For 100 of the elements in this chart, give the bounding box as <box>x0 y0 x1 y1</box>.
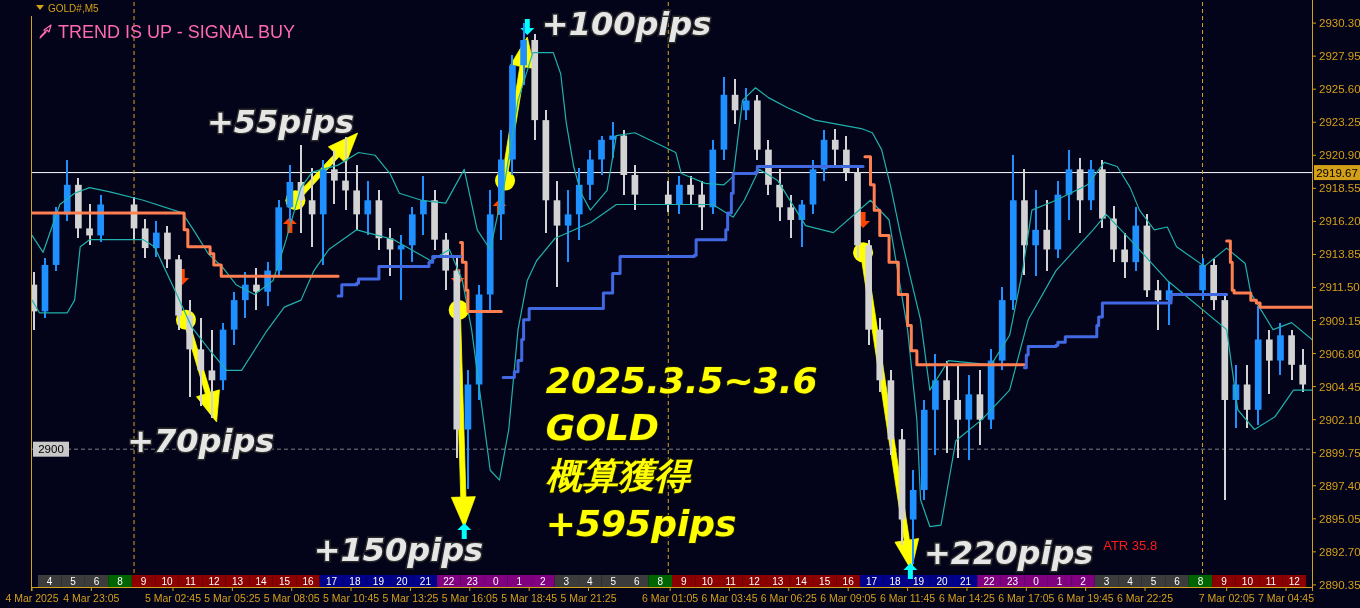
x-tick-label: 5 Mar 13:25 <box>382 592 439 604</box>
hour-label: 4 <box>46 575 53 587</box>
annotation: +100pips <box>541 5 712 43</box>
hour-label: 10 <box>161 575 173 587</box>
hour-label: 15 <box>819 575 831 587</box>
x-tick-label: 6 Mar 17:05 <box>998 592 1055 604</box>
hour-label: 2 <box>540 575 546 587</box>
hour-label: 10 <box>701 575 713 587</box>
y-tick-label: 2920.90 <box>1319 149 1360 162</box>
hour-label: 16 <box>842 575 854 587</box>
annotation: +220pips <box>924 534 1094 572</box>
hour-label: 14 <box>255 575 267 587</box>
hour-label: 2 <box>1080 575 1086 587</box>
x-tick-label: 6 Mar 03:45 <box>701 592 758 604</box>
hour-label: 8 <box>1197 575 1204 587</box>
hour-label: 5 <box>1150 575 1157 587</box>
hour-label: 11 <box>1265 575 1277 587</box>
y-tick-label: 2899.75 <box>1319 446 1360 459</box>
y-tick-label: 2897.40 <box>1319 479 1360 492</box>
y-tick-label: 2930.30 <box>1319 17 1360 30</box>
hour-label: 4 <box>1127 575 1133 587</box>
annotation: +70pips <box>127 422 275 460</box>
hour-label: 10 <box>1241 575 1253 587</box>
y-tick-label: 2892.70 <box>1319 545 1360 558</box>
hour-label: 23 <box>466 575 478 587</box>
hour-label: 18 <box>349 575 361 587</box>
hour-label: 21 <box>960 575 972 587</box>
hour-label: 12 <box>208 575 220 587</box>
hour-label: 0 <box>493 575 499 587</box>
hour-label: 6 <box>93 575 100 587</box>
annotation: GOLD <box>545 407 659 449</box>
hour-label: 9 <box>140 575 147 587</box>
annotation: +595pips <box>545 502 737 544</box>
y-tick-label: 2890.35 <box>1319 578 1360 591</box>
hour-label: 4 <box>587 575 593 587</box>
hour-label: 3 <box>1103 575 1110 587</box>
hour-label: 22 <box>443 575 455 587</box>
x-tick-label: 7 Mar 04:45 <box>1258 592 1315 604</box>
hour-label: 1 <box>516 575 523 587</box>
hour-label: 13 <box>231 575 244 587</box>
y-tick-label: 2902.10 <box>1319 413 1360 426</box>
hour-label: 22 <box>983 575 995 587</box>
x-tick-label: 5 Mar 16:05 <box>441 592 498 604</box>
annotation: 2025.3.5~3.6 <box>545 359 818 401</box>
hour-label: 16 <box>302 575 314 587</box>
x-tick-label: 5 Mar 02:45 <box>144 592 201 604</box>
y-tick-label: 2904.45 <box>1319 380 1360 393</box>
hour-label: 11 <box>725 575 736 587</box>
hour-label: 23 <box>1007 575 1019 587</box>
y-tick-label: 2913.85 <box>1319 248 1360 261</box>
y-tick-label: 2918.55 <box>1319 182 1360 195</box>
y-tick-label: 2927.95 <box>1319 50 1360 63</box>
x-tick-label: 6 Mar 06:25 <box>760 592 817 604</box>
hour-label: 20 <box>936 575 948 587</box>
y-tick-label: 2925.60 <box>1319 83 1360 96</box>
y-tick-label: 2923.25 <box>1319 116 1360 129</box>
x-tick-label: 5 Mar 10:45 <box>323 592 380 604</box>
hour-label: 1 <box>1056 575 1063 587</box>
x-tick-label: 7 Mar 02:05 <box>1198 592 1255 604</box>
x-tick-label: 4 Mar 23:05 <box>63 592 120 604</box>
hour-label: 8 <box>117 575 123 587</box>
x-tick-label: 6 Mar 01:05 <box>642 592 699 604</box>
annotation: +55pips <box>207 103 355 141</box>
x-tick-label: 5 Mar 18:45 <box>501 592 558 604</box>
y-tick-label: 2911.50 <box>1319 281 1360 294</box>
y-tick-label: 2906.80 <box>1319 347 1360 360</box>
y-tick-label: 2916.20 <box>1319 215 1360 228</box>
ref-label: 2919.67 <box>1314 165 1360 181</box>
hour-label: 17 <box>325 575 337 587</box>
y-tick-label: 2909.15 <box>1319 314 1360 327</box>
hour-label: 0 <box>1033 575 1039 587</box>
x-tick-label: 6 Mar 19:45 <box>1057 592 1114 604</box>
hour-label: 13 <box>772 575 784 587</box>
x-tick-label: 6 Mar 11:45 <box>879 592 936 604</box>
x-tick-label: 6 Mar 14:25 <box>938 592 995 604</box>
hour-label: 5 <box>70 575 76 587</box>
hour-label: 11 <box>185 575 196 587</box>
x-tick-label: 5 Mar 21:25 <box>560 592 617 604</box>
hour-label: 20 <box>396 575 408 587</box>
hour-label: 12 <box>748 575 760 587</box>
hour-label: 6 <box>1174 575 1180 587</box>
x-tick-label: 5 Mar 08:05 <box>263 592 320 604</box>
x-tick-label: 4 Mar 2025 <box>5 592 59 604</box>
hour-label: 9 <box>680 575 687 587</box>
hour-label: 14 <box>795 575 807 587</box>
hour-label: 12 <box>1288 575 1300 587</box>
hour-label: 21 <box>419 575 431 587</box>
hour-label: 17 <box>866 575 878 587</box>
hour-label: 9 <box>1221 575 1227 587</box>
hour-label: 8 <box>657 575 664 587</box>
y-tick-label: 2895.05 <box>1319 512 1360 525</box>
annotation: +150pips <box>313 531 484 569</box>
title: GOLD#,M5 <box>48 2 99 14</box>
hour-label: 6 <box>634 575 640 587</box>
hour-label: 15 <box>278 575 291 587</box>
hour-label: 18 <box>889 575 901 587</box>
hour-label: 19 <box>372 575 384 587</box>
hour-label: 3 <box>563 575 570 587</box>
subtitle: TREND IS UP - SIGNAL BUY <box>58 22 296 42</box>
ref-line-label: 2900 <box>38 443 64 456</box>
